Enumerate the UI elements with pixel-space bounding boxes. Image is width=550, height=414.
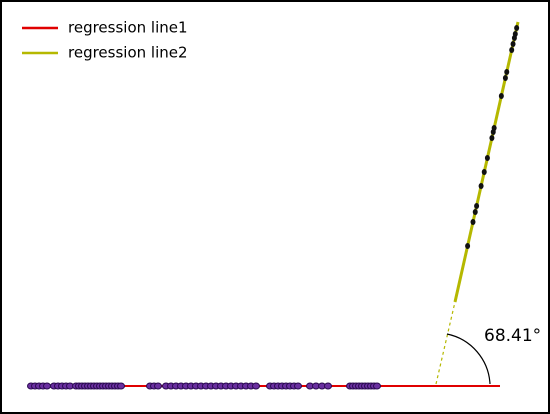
regression-line-2 <box>453 21 520 303</box>
point-2 <box>470 219 476 225</box>
angle-arc <box>446 333 491 385</box>
angle-label: 68.41° <box>484 326 541 346</box>
point-2 <box>512 31 518 37</box>
point-1 <box>373 382 381 390</box>
point-1 <box>324 382 332 390</box>
point-2 <box>478 183 484 189</box>
point-2 <box>502 75 508 81</box>
point-2 <box>474 203 480 209</box>
point-2 <box>489 135 495 141</box>
point-2 <box>472 209 478 215</box>
legend-label: regression line2 <box>68 44 188 62</box>
point-1 <box>154 382 162 390</box>
extension-dashed <box>435 301 456 385</box>
point-2 <box>481 169 487 175</box>
points <box>27 25 520 390</box>
point-2 <box>484 155 490 161</box>
point-2 <box>514 25 520 31</box>
point-1 <box>294 382 302 390</box>
point-1 <box>43 382 51 390</box>
legend: regression line1 regression line2 <box>22 19 188 62</box>
point-1 <box>252 382 260 390</box>
point-2 <box>504 69 510 75</box>
legend-label: regression line1 <box>68 19 188 37</box>
point-2 <box>510 41 516 47</box>
point-2 <box>498 93 504 99</box>
point-1 <box>117 382 125 390</box>
point-2 <box>509 47 515 53</box>
point-2 <box>491 125 497 131</box>
point-2 <box>465 243 471 249</box>
